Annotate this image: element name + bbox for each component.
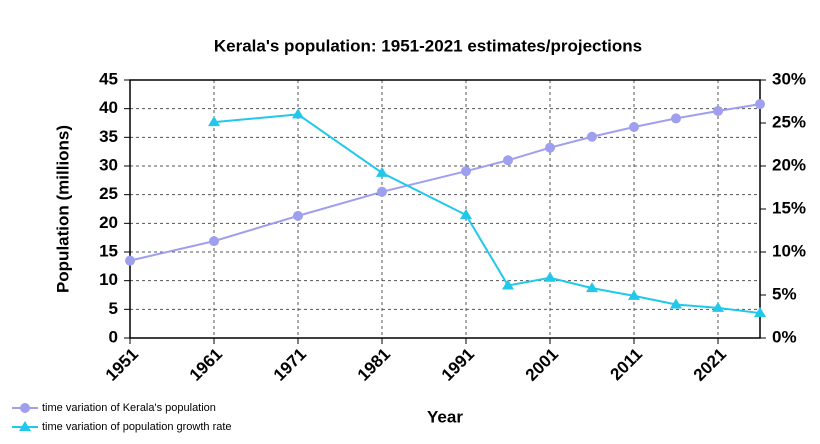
x-tick-label: 1951 — [102, 345, 142, 385]
y2-tick-label: 10% — [772, 241, 806, 260]
plot-frame — [129, 79, 761, 339]
marker — [586, 282, 598, 293]
legend-label: time variation of population growth rate — [42, 421, 232, 433]
y-tick-label: 45 — [99, 69, 118, 88]
marker — [544, 271, 556, 282]
marker — [208, 116, 220, 127]
y2-tick-label: 20% — [772, 155, 806, 174]
y2-tick-label: 25% — [772, 112, 806, 131]
y-tick-label: 0 — [109, 327, 118, 346]
x-tick-label: 2001 — [522, 345, 562, 385]
marker — [628, 289, 640, 300]
y-tick-label: 40 — [99, 98, 118, 117]
chart-title: Kerala's population: 1951-2021 estimates… — [214, 36, 642, 55]
y-tick-label: 30 — [99, 155, 118, 174]
marker — [755, 99, 765, 110]
x-axis-label: Year — [427, 407, 463, 426]
y-tick-label: 35 — [99, 127, 118, 146]
marker — [460, 209, 472, 220]
y2-tick-label: 0% — [772, 327, 797, 346]
marker — [754, 307, 766, 318]
marker — [670, 298, 682, 309]
y2-tick-label: 30% — [772, 69, 806, 88]
marker — [376, 166, 388, 177]
y2-tick-label: 5% — [772, 284, 797, 303]
marker — [671, 113, 681, 124]
x-tick-label: 1981 — [354, 345, 394, 385]
x-tick-label: 1961 — [186, 345, 226, 385]
marker — [502, 279, 514, 290]
marker — [713, 105, 723, 116]
series-line — [129, 103, 761, 262]
marker — [712, 301, 724, 312]
y2-tick-label: 15% — [772, 198, 806, 217]
x-tick-label: 2021 — [690, 345, 730, 385]
y-tick-label: 25 — [99, 184, 118, 203]
marker — [545, 142, 555, 153]
y-tick-label: 15 — [99, 241, 118, 260]
marker — [20, 403, 30, 413]
y-tick-label: 5 — [109, 299, 118, 318]
x-tick-label: 1971 — [270, 345, 310, 385]
marker — [629, 122, 639, 133]
legend-label: time variation of Kerala's population — [42, 402, 216, 414]
y-tick-label: 10 — [99, 270, 118, 289]
marker — [377, 186, 387, 197]
marker — [587, 131, 597, 142]
y-axis-label: Population (millions) — [53, 125, 72, 293]
marker — [461, 166, 471, 177]
marker — [293, 210, 303, 221]
marker — [503, 155, 513, 166]
x-tick-label: 1991 — [438, 345, 478, 385]
marker — [125, 255, 135, 266]
marker — [292, 108, 304, 119]
marker — [209, 236, 219, 247]
x-tick-label: 2011 — [606, 345, 646, 385]
marker — [19, 421, 31, 431]
y-tick-label: 20 — [99, 213, 118, 232]
